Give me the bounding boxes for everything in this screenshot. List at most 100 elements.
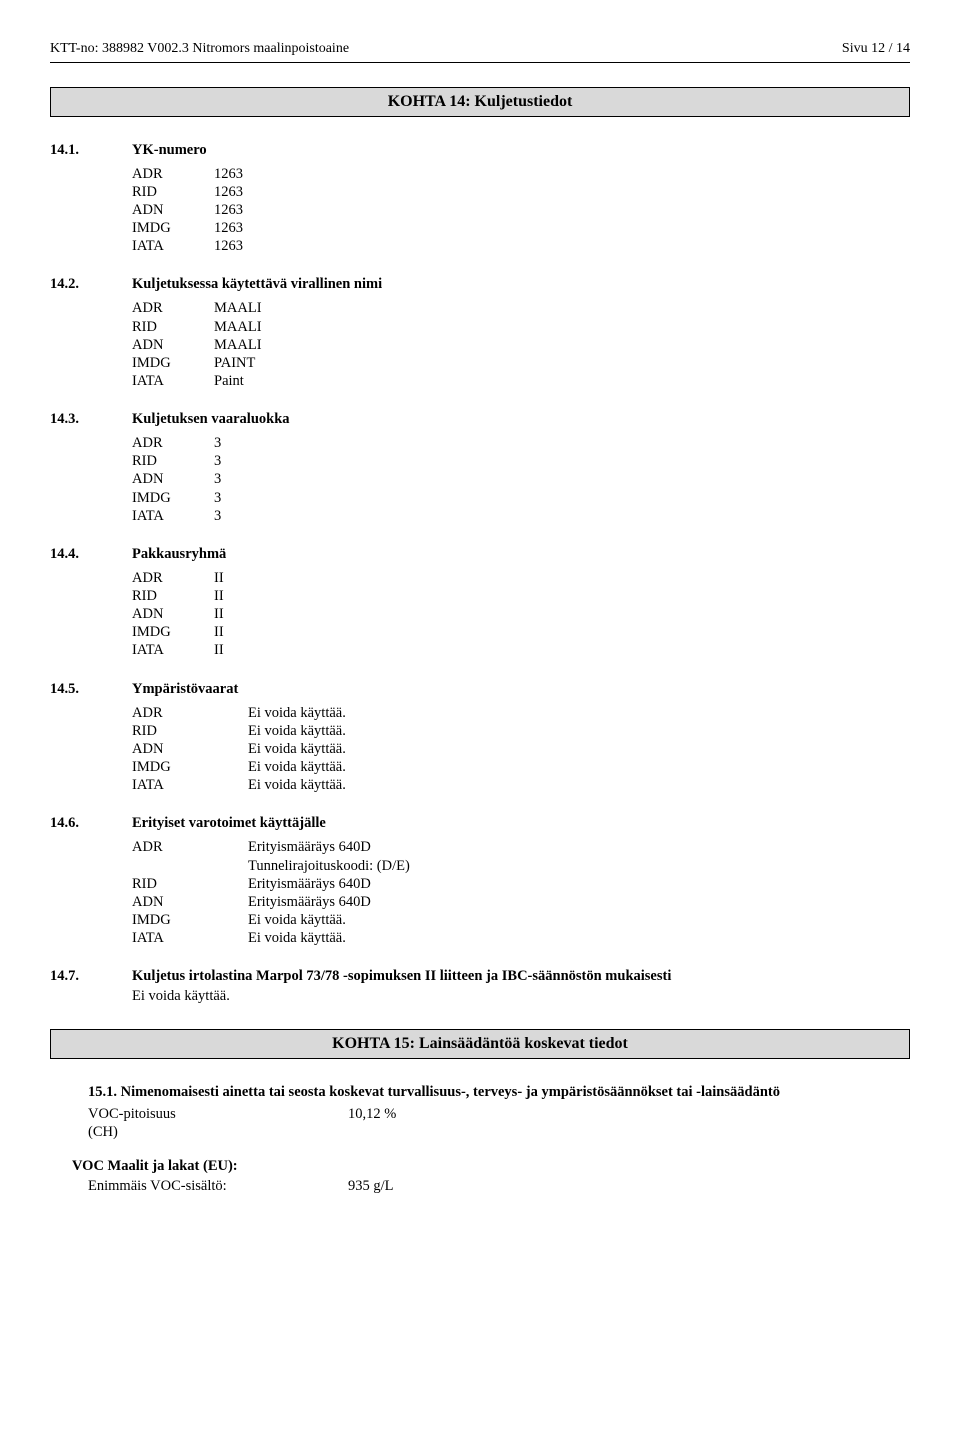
v: Ei voida käyttää. (248, 911, 346, 929)
k-imdg: IMDG (132, 489, 214, 507)
voc-ch-line: VOC-pitoisuus 10,12 % (88, 1105, 910, 1123)
note-14-7: Ei voida käyttää. (132, 987, 910, 1005)
k-adn: ADN (132, 740, 248, 758)
num-14-7: 14.7. (50, 967, 132, 985)
page-header: KTT-no: 388982 V002.3 Nitromors maalinpo… (50, 40, 910, 58)
label-14-3: Kuljetuksen vaaraluokka (132, 410, 290, 428)
k-blank (132, 857, 248, 875)
section-14-title: KOHTA 14: Kuljetustiedot (50, 87, 910, 117)
v: 3 (214, 489, 221, 507)
block-14-4: ADRII RIDII ADNII IMDGII IATAII (132, 569, 910, 660)
k-adr: ADR (132, 569, 214, 587)
label-14-6: Erityiset varotoimet käyttäjälle (132, 814, 326, 832)
header-right: Sivu 12 / 14 (842, 40, 910, 58)
k-imdg: IMDG (132, 758, 248, 776)
v: 1263 (214, 201, 243, 219)
block-14-2: ADRMAALI RIDMAALI ADNMAALI IMDGPAINT IAT… (132, 299, 910, 390)
k-iata: IATA (132, 372, 214, 390)
v: 1263 (214, 165, 243, 183)
voc-eu-head: VOC Maalit ja lakat (EU): (72, 1157, 910, 1175)
num-14-3: 14.3. (50, 410, 132, 428)
k-adr: ADR (132, 299, 214, 317)
block-14-1: ADR1263 RID1263 ADN1263 IMDG1263 IATA126… (132, 165, 910, 256)
v: Ei voida käyttää. (248, 704, 346, 722)
k-iata: IATA (132, 237, 214, 255)
k-rid: RID (132, 875, 248, 893)
v: Ei voida käyttää. (248, 758, 346, 776)
v: PAINT (214, 354, 255, 372)
header-rule (50, 62, 910, 63)
k-adr: ADR (132, 165, 214, 183)
header-left: KTT-no: 388982 V002.3 Nitromors maalinpo… (50, 40, 349, 58)
row-14-6: 14.6. Erityiset varotoimet käyttäjälle (50, 814, 910, 832)
label-14-1: YK-numero (132, 141, 207, 159)
k-imdg: IMDG (132, 354, 214, 372)
num-14-5: 14.5. (50, 680, 132, 698)
voc-ch-paren: (CH) (88, 1123, 910, 1141)
v: Erityismääräys 640D (248, 875, 371, 893)
row-14-3: 14.3. Kuljetuksen vaaraluokka (50, 410, 910, 428)
voc-ch-val: 10,12 % (348, 1105, 396, 1123)
num-14-2: 14.2. (50, 275, 132, 293)
k-adn: ADN (132, 201, 214, 219)
block-14-5: ADREi voida käyttää. RIDEi voida käyttää… (132, 704, 910, 795)
label-14-2: Kuljetuksessa käytettävä virallinen nimi (132, 275, 382, 293)
v: Ei voida käyttää. (248, 740, 346, 758)
row-14-7: 14.7. Kuljetus irtolastina Marpol 73/78 … (50, 967, 910, 985)
v: MAALI (214, 336, 262, 354)
row-14-5: 14.5. Ympäristövaarat (50, 680, 910, 698)
v: Paint (214, 372, 244, 390)
k-iata: IATA (132, 641, 214, 659)
k-adn: ADN (132, 470, 214, 488)
v: Erityismääräys 640D (248, 838, 371, 856)
k-adn: ADN (132, 605, 214, 623)
v: 3 (214, 452, 221, 470)
v: 1263 (214, 183, 243, 201)
v: MAALI (214, 318, 262, 336)
section-15-title: KOHTA 15: Lainsäädäntöä koskevat tiedot (50, 1029, 910, 1059)
block-14-3: ADR3 RID3 ADN3 IMDG3 IATA3 (132, 434, 910, 525)
k-adr: ADR (132, 434, 214, 452)
voc-eu-line: Enimmäis VOC-sisältö: 935 g/L (88, 1177, 910, 1195)
k-imdg: IMDG (132, 219, 214, 237)
v: 3 (214, 507, 221, 525)
label-14-5: Ympäristövaarat (132, 680, 238, 698)
label-15-1: Nimenomaisesti ainetta tai seosta koskev… (121, 1084, 780, 1100)
v: 1263 (214, 219, 243, 237)
v-extra: Tunnelirajoituskoodi: (D/E) (248, 857, 410, 875)
k-rid: RID (132, 318, 214, 336)
label-14-4: Pakkausryhmä (132, 545, 226, 563)
k-adr: ADR (132, 704, 248, 722)
voc-ch-paren-text: (CH) (88, 1123, 348, 1141)
row-14-2: 14.2. Kuljetuksessa käytettävä viralline… (50, 275, 910, 293)
k-adn: ADN (132, 893, 248, 911)
k-imdg: IMDG (132, 911, 248, 929)
v: Erityismääräys 640D (248, 893, 371, 911)
k-imdg: IMDG (132, 623, 214, 641)
num-15-1: 15.1. (88, 1084, 117, 1100)
k-rid: RID (132, 587, 214, 605)
num-14-4: 14.4. (50, 545, 132, 563)
k-iata: IATA (132, 776, 248, 794)
k-adn: ADN (132, 336, 214, 354)
v: II (214, 569, 224, 587)
v: Ei voida käyttää. (248, 722, 346, 740)
v: MAALI (214, 299, 262, 317)
k-iata: IATA (132, 507, 214, 525)
num-14-6: 14.6. (50, 814, 132, 832)
k-adr: ADR (132, 838, 248, 856)
v: II (214, 641, 224, 659)
voc-eu-key: Enimmäis VOC-sisältö: (88, 1177, 348, 1195)
voc-ch-key: VOC-pitoisuus (88, 1105, 348, 1123)
k-rid: RID (132, 722, 248, 740)
v: Ei voida käyttää. (248, 776, 346, 794)
v: 1263 (214, 237, 243, 255)
row-15-1: 15.1. Nimenomaisesti ainetta tai seosta … (88, 1083, 910, 1101)
v: 3 (214, 434, 221, 452)
k-iata: IATA (132, 929, 248, 947)
v: II (214, 623, 224, 641)
label-14-7: Kuljetus irtolastina Marpol 73/78 -sopim… (132, 967, 671, 985)
v: Ei voida käyttää. (248, 929, 346, 947)
v: 3 (214, 470, 221, 488)
v: II (214, 605, 224, 623)
